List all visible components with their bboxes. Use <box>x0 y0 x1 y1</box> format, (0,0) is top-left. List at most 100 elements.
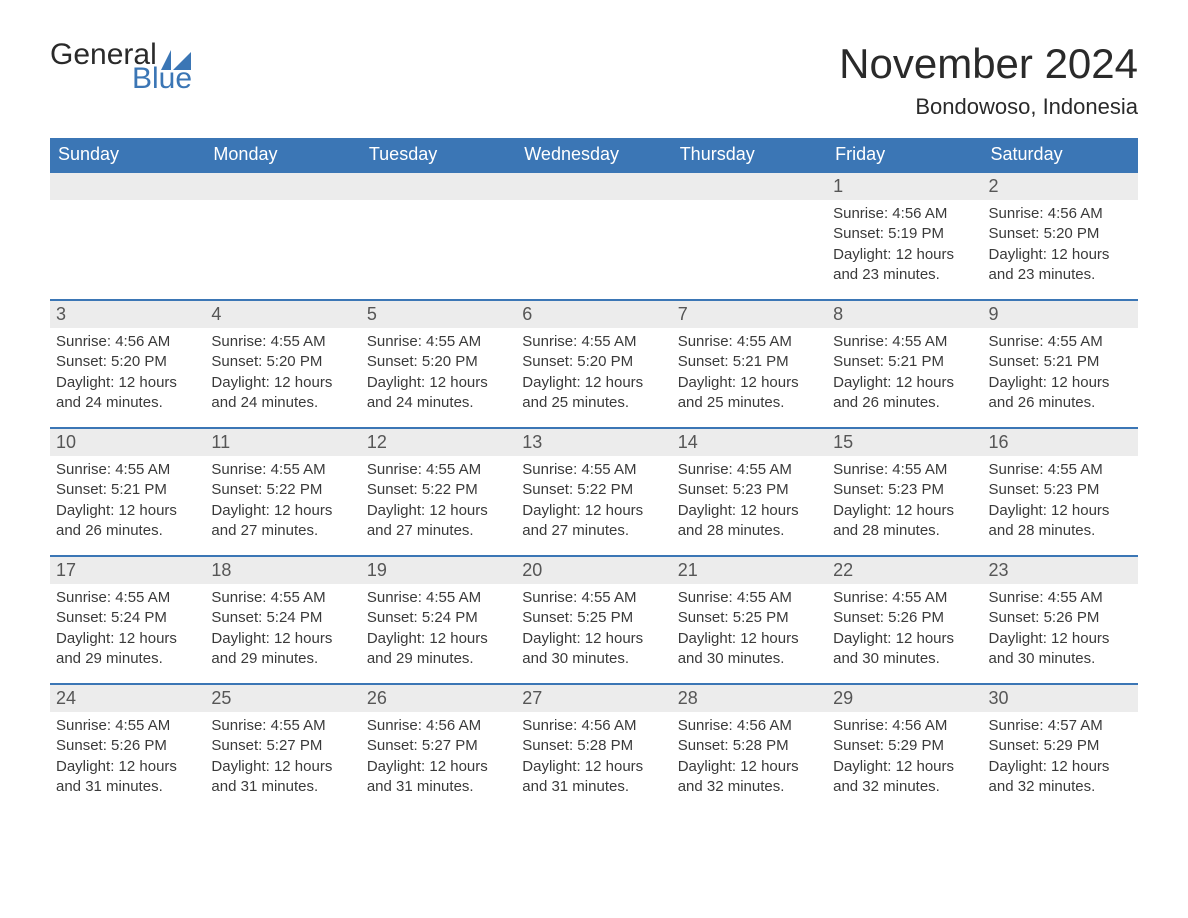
day-cell: 10Sunrise: 4:55 AMSunset: 5:21 PMDayligh… <box>50 428 205 556</box>
day-number: 15 <box>827 429 982 456</box>
day-number: 20 <box>516 557 671 584</box>
month-title: November 2024 <box>839 40 1138 88</box>
day-cell: 7Sunrise: 4:55 AMSunset: 5:21 PMDaylight… <box>672 300 827 428</box>
day-cell: 25Sunrise: 4:55 AMSunset: 5:27 PMDayligh… <box>205 684 360 812</box>
week-row: 17Sunrise: 4:55 AMSunset: 5:24 PMDayligh… <box>50 556 1138 684</box>
day-number: 21 <box>672 557 827 584</box>
week-row: 24Sunrise: 4:55 AMSunset: 5:26 PMDayligh… <box>50 684 1138 812</box>
day-cell: 4Sunrise: 4:55 AMSunset: 5:20 PMDaylight… <box>205 300 360 428</box>
day-body: Sunrise: 4:55 AMSunset: 5:22 PMDaylight:… <box>361 456 516 551</box>
day-cell: 23Sunrise: 4:55 AMSunset: 5:26 PMDayligh… <box>983 556 1138 684</box>
day-number <box>50 173 205 200</box>
week-row: 1Sunrise: 4:56 AMSunset: 5:19 PMDaylight… <box>50 172 1138 300</box>
day-cell: 16Sunrise: 4:55 AMSunset: 5:23 PMDayligh… <box>983 428 1138 556</box>
dow-sunday: Sunday <box>50 138 205 172</box>
dow-row: SundayMondayTuesdayWednesdayThursdayFrid… <box>50 138 1138 172</box>
day-number: 8 <box>827 301 982 328</box>
header: General Blue November 2024 Bondowoso, In… <box>50 40 1138 120</box>
day-number: 30 <box>983 685 1138 712</box>
day-number <box>361 173 516 200</box>
day-cell: 6Sunrise: 4:55 AMSunset: 5:20 PMDaylight… <box>516 300 671 428</box>
day-number: 18 <box>205 557 360 584</box>
day-body: Sunrise: 4:55 AMSunset: 5:22 PMDaylight:… <box>516 456 671 551</box>
day-number: 19 <box>361 557 516 584</box>
day-body: Sunrise: 4:55 AMSunset: 5:21 PMDaylight:… <box>827 328 982 423</box>
day-number <box>516 173 671 200</box>
day-cell <box>50 172 205 300</box>
day-cell: 9Sunrise: 4:55 AMSunset: 5:21 PMDaylight… <box>983 300 1138 428</box>
dow-thursday: Thursday <box>672 138 827 172</box>
dow-monday: Monday <box>205 138 360 172</box>
day-body: Sunrise: 4:55 AMSunset: 5:23 PMDaylight:… <box>983 456 1138 551</box>
day-body: Sunrise: 4:55 AMSunset: 5:22 PMDaylight:… <box>205 456 360 551</box>
day-cell: 18Sunrise: 4:55 AMSunset: 5:24 PMDayligh… <box>205 556 360 684</box>
day-body: Sunrise: 4:55 AMSunset: 5:21 PMDaylight:… <box>672 328 827 423</box>
day-number <box>672 173 827 200</box>
day-body: Sunrise: 4:55 AMSunset: 5:26 PMDaylight:… <box>827 584 982 679</box>
day-body: Sunrise: 4:55 AMSunset: 5:24 PMDaylight:… <box>205 584 360 679</box>
day-number: 23 <box>983 557 1138 584</box>
dow-friday: Friday <box>827 138 982 172</box>
day-body: Sunrise: 4:56 AMSunset: 5:29 PMDaylight:… <box>827 712 982 807</box>
day-body: Sunrise: 4:56 AMSunset: 5:20 PMDaylight:… <box>983 200 1138 295</box>
dow-wednesday: Wednesday <box>516 138 671 172</box>
day-cell: 15Sunrise: 4:55 AMSunset: 5:23 PMDayligh… <box>827 428 982 556</box>
day-number: 4 <box>205 301 360 328</box>
calendar-table: SundayMondayTuesdayWednesdayThursdayFrid… <box>50 138 1138 812</box>
day-number: 11 <box>205 429 360 456</box>
day-cell: 22Sunrise: 4:55 AMSunset: 5:26 PMDayligh… <box>827 556 982 684</box>
day-number <box>205 173 360 200</box>
day-number: 24 <box>50 685 205 712</box>
day-body: Sunrise: 4:55 AMSunset: 5:25 PMDaylight:… <box>516 584 671 679</box>
day-number: 25 <box>205 685 360 712</box>
day-cell: 2Sunrise: 4:56 AMSunset: 5:20 PMDaylight… <box>983 172 1138 300</box>
day-number: 6 <box>516 301 671 328</box>
day-number: 7 <box>672 301 827 328</box>
day-number: 2 <box>983 173 1138 200</box>
day-number: 1 <box>827 173 982 200</box>
day-cell: 29Sunrise: 4:56 AMSunset: 5:29 PMDayligh… <box>827 684 982 812</box>
day-number: 26 <box>361 685 516 712</box>
day-body: Sunrise: 4:55 AMSunset: 5:23 PMDaylight:… <box>672 456 827 551</box>
dow-tuesday: Tuesday <box>361 138 516 172</box>
day-cell: 3Sunrise: 4:56 AMSunset: 5:20 PMDaylight… <box>50 300 205 428</box>
week-row: 3Sunrise: 4:56 AMSunset: 5:20 PMDaylight… <box>50 300 1138 428</box>
day-number: 10 <box>50 429 205 456</box>
logo: General Blue <box>50 40 192 94</box>
day-body: Sunrise: 4:56 AMSunset: 5:28 PMDaylight:… <box>516 712 671 807</box>
day-body: Sunrise: 4:56 AMSunset: 5:28 PMDaylight:… <box>672 712 827 807</box>
day-body: Sunrise: 4:55 AMSunset: 5:27 PMDaylight:… <box>205 712 360 807</box>
day-body: Sunrise: 4:55 AMSunset: 5:21 PMDaylight:… <box>983 328 1138 423</box>
day-body: Sunrise: 4:55 AMSunset: 5:20 PMDaylight:… <box>205 328 360 423</box>
day-body: Sunrise: 4:55 AMSunset: 5:23 PMDaylight:… <box>827 456 982 551</box>
day-number: 14 <box>672 429 827 456</box>
day-body: Sunrise: 4:55 AMSunset: 5:21 PMDaylight:… <box>50 456 205 551</box>
day-number: 27 <box>516 685 671 712</box>
day-cell: 14Sunrise: 4:55 AMSunset: 5:23 PMDayligh… <box>672 428 827 556</box>
day-cell: 21Sunrise: 4:55 AMSunset: 5:25 PMDayligh… <box>672 556 827 684</box>
day-cell: 8Sunrise: 4:55 AMSunset: 5:21 PMDaylight… <box>827 300 982 428</box>
day-cell: 13Sunrise: 4:55 AMSunset: 5:22 PMDayligh… <box>516 428 671 556</box>
day-cell <box>516 172 671 300</box>
day-number: 5 <box>361 301 516 328</box>
day-cell: 24Sunrise: 4:55 AMSunset: 5:26 PMDayligh… <box>50 684 205 812</box>
day-body: Sunrise: 4:56 AMSunset: 5:27 PMDaylight:… <box>361 712 516 807</box>
day-cell: 26Sunrise: 4:56 AMSunset: 5:27 PMDayligh… <box>361 684 516 812</box>
day-cell: 28Sunrise: 4:56 AMSunset: 5:28 PMDayligh… <box>672 684 827 812</box>
day-body: Sunrise: 4:55 AMSunset: 5:20 PMDaylight:… <box>516 328 671 423</box>
day-number: 3 <box>50 301 205 328</box>
day-body: Sunrise: 4:55 AMSunset: 5:25 PMDaylight:… <box>672 584 827 679</box>
day-body: Sunrise: 4:56 AMSunset: 5:19 PMDaylight:… <box>827 200 982 295</box>
day-number: 17 <box>50 557 205 584</box>
title-block: November 2024 Bondowoso, Indonesia <box>839 40 1138 120</box>
day-body: Sunrise: 4:57 AMSunset: 5:29 PMDaylight:… <box>983 712 1138 807</box>
day-body: Sunrise: 4:55 AMSunset: 5:20 PMDaylight:… <box>361 328 516 423</box>
day-number: 13 <box>516 429 671 456</box>
day-cell: 12Sunrise: 4:55 AMSunset: 5:22 PMDayligh… <box>361 428 516 556</box>
dow-saturday: Saturday <box>983 138 1138 172</box>
day-number: 16 <box>983 429 1138 456</box>
week-row: 10Sunrise: 4:55 AMSunset: 5:21 PMDayligh… <box>50 428 1138 556</box>
day-number: 9 <box>983 301 1138 328</box>
logo-text-blue: Blue <box>132 64 192 94</box>
day-number: 22 <box>827 557 982 584</box>
